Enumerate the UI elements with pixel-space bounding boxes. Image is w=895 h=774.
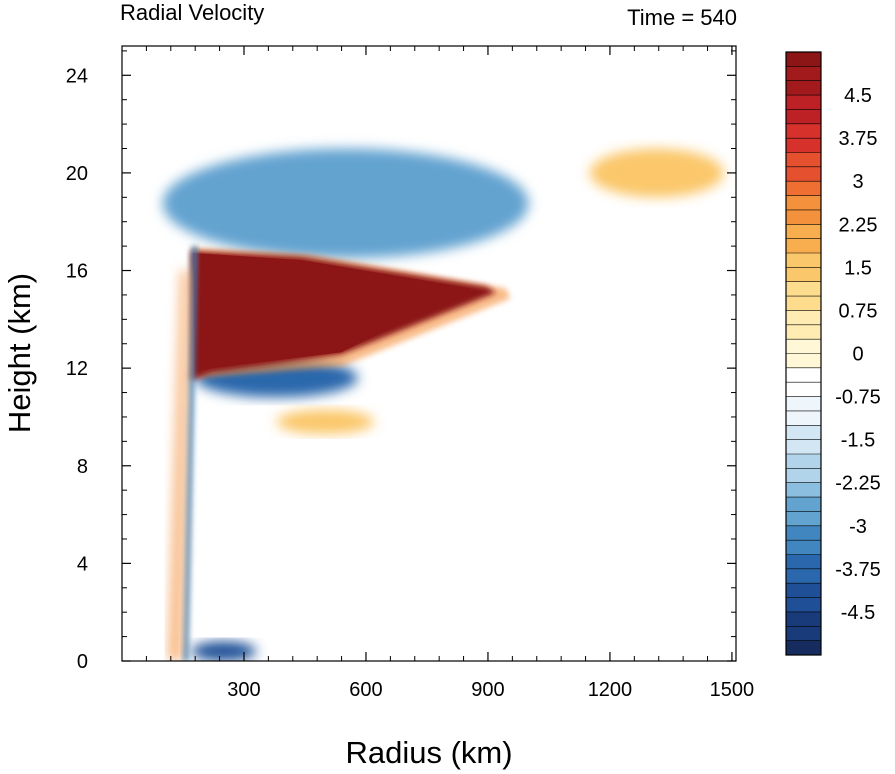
colorbar-tick-label: 0.75 xyxy=(839,300,878,322)
heatmap-feature xyxy=(191,641,257,661)
colorbar-tick-label: 3.75 xyxy=(839,128,878,150)
colorbar-segment xyxy=(786,238,821,254)
x-tick-label: 1200 xyxy=(588,679,633,701)
colorbar-segment xyxy=(786,123,821,139)
colorbar-segment xyxy=(786,454,821,469)
colorbar-segment xyxy=(786,583,821,598)
y-tick-label: 24 xyxy=(66,65,88,87)
colorbar-segment xyxy=(786,353,821,369)
x-tick-label: 1500 xyxy=(710,679,755,701)
colorbar-segment xyxy=(786,597,821,613)
colorbar-segment xyxy=(786,324,821,340)
colorbar-segment xyxy=(786,95,821,110)
colorbar-segment xyxy=(786,138,821,153)
colorbar-segment xyxy=(786,195,821,211)
colorbar-segment xyxy=(786,109,821,125)
colorbar-segment xyxy=(786,66,821,82)
colorbar-tick-label: 3 xyxy=(852,171,863,193)
colorbar-segment xyxy=(786,181,821,196)
chart-subtitle: Time = 540 xyxy=(627,5,737,30)
y-tick-label: 16 xyxy=(66,261,88,283)
colorbar-segment xyxy=(786,525,821,541)
colorbar-tick-label: 4.5 xyxy=(844,85,872,107)
colorbar-segment xyxy=(786,611,821,627)
chart-title: Radial Velocity xyxy=(120,0,264,25)
colorbar-segment xyxy=(786,554,821,570)
plot-frame xyxy=(121,45,737,662)
colorbar-segment xyxy=(786,511,821,527)
y-axis-ticks: 0 4 8 12 16 20 24 xyxy=(66,50,736,673)
heatmap-field xyxy=(162,148,724,661)
heatmap-feature xyxy=(162,148,529,259)
colorbar-segment xyxy=(786,367,821,383)
colorbar-tick-label: -3 xyxy=(849,516,867,538)
colorbar-tick-label: -1.5 xyxy=(841,430,875,452)
colorbar-segment xyxy=(786,152,821,168)
colorbar-segment xyxy=(786,410,821,426)
colorbar-segment xyxy=(786,540,821,555)
y-tick-label: 12 xyxy=(66,358,88,380)
heatmap-feature xyxy=(168,270,190,661)
colorbar-segment xyxy=(786,166,821,182)
colorbar-tick-label: -0.75 xyxy=(835,387,881,409)
colorbar-segment xyxy=(786,267,821,283)
colorbar-segment xyxy=(786,382,821,397)
x-tick-label: 900 xyxy=(471,679,504,701)
x-axis-label: Radius (km) xyxy=(345,735,512,770)
heatmap-feature xyxy=(276,409,375,435)
heatmap-feature xyxy=(182,246,198,661)
colorbar-segment xyxy=(786,296,821,311)
x-axis-ticks: 300 600 900 1200 1500 xyxy=(145,46,755,701)
y-tick-label: 8 xyxy=(77,456,88,478)
colorbar-segment xyxy=(786,310,821,326)
colorbar-frame xyxy=(785,51,822,656)
heatmap-feature xyxy=(193,253,472,371)
colorbar-tick-label: -2.25 xyxy=(835,473,881,495)
colorbar-segment xyxy=(786,439,821,455)
colorbar-segment xyxy=(786,626,821,641)
y-tick-label: 4 xyxy=(77,553,88,575)
colorbar-segment xyxy=(786,52,821,67)
colorbar-segment xyxy=(786,253,821,268)
y-axis-label: Height (km) xyxy=(2,273,37,433)
colorbar-tick-label: -4.5 xyxy=(841,602,875,624)
colorbar-segment xyxy=(786,396,821,412)
colorbar-segment xyxy=(786,80,821,96)
colorbar-segment xyxy=(786,482,821,498)
x-tick-label: 600 xyxy=(349,679,382,701)
colorbar-segment xyxy=(786,425,821,440)
x-tick-label: 300 xyxy=(227,679,260,701)
colorbar-segment xyxy=(786,209,821,225)
colorbar-tick-label: 2.25 xyxy=(839,214,878,236)
y-tick-label: 0 xyxy=(77,651,88,673)
colorbar-tick-label: 1.5 xyxy=(844,257,872,279)
heatmap-feature xyxy=(589,148,724,198)
y-tick-label: 20 xyxy=(66,163,88,185)
colorbar-tick-label: -3.75 xyxy=(835,559,881,581)
colorbar-segment xyxy=(786,339,821,354)
colorbar-tick-label: 0 xyxy=(852,344,863,366)
colorbar-segment xyxy=(786,224,821,239)
colorbar-segment xyxy=(786,497,821,512)
colorbar-segment xyxy=(786,568,821,584)
colorbar-segment xyxy=(786,281,821,297)
colorbar-segment xyxy=(786,640,821,656)
colorbar: 4.5 3.75 3 2.25 1.5 0.75 0 -0.75 -1.5 -2.25 -3 -3.7… xyxy=(785,51,881,656)
colorbar-segment xyxy=(786,468,821,484)
